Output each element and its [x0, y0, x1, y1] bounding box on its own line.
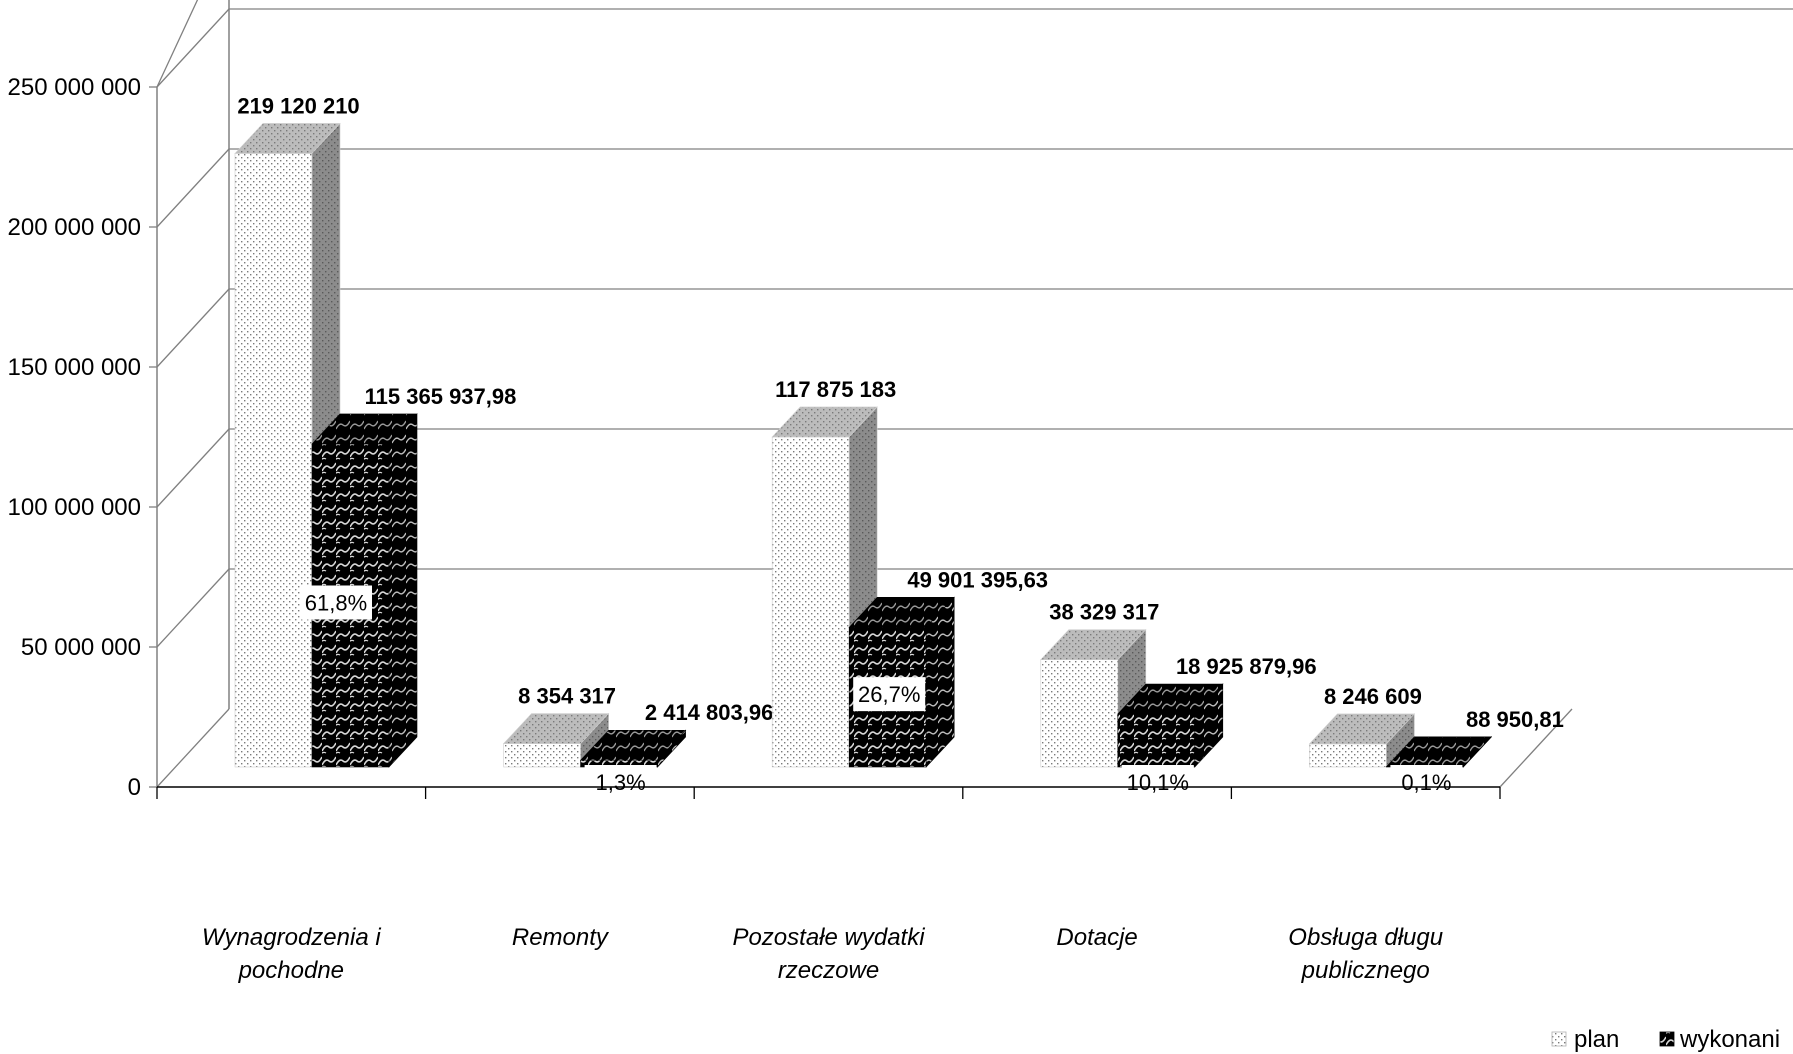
- wall-diagonal: [156, 0, 199, 88]
- y-tick-label: 250 000 000: [8, 74, 141, 101]
- wykonanie-value-label: 115 365 937,98: [365, 384, 517, 409]
- wall-diagonal: [156, 148, 230, 228]
- percent-label: 26,7%: [853, 677, 926, 712]
- plan-bar-front: [503, 743, 581, 768]
- category-label: Pozostałe wydatki: [732, 924, 925, 951]
- percent-label-box: [1121, 765, 1194, 799]
- percent-label-box: [1390, 765, 1463, 799]
- percent-label-box: [853, 677, 926, 712]
- wykonanie-bar: [579, 729, 687, 768]
- percent-label: 1,3%: [584, 765, 657, 799]
- legend-label-wykonanie: wykonani: [1679, 1026, 1780, 1053]
- wykonanie-bar-side: [1463, 735, 1492, 768]
- category-label: publicznego: [1301, 957, 1430, 984]
- plan-bar-front: [1040, 659, 1119, 768]
- plan-value-label: 38 329 317: [1049, 600, 1159, 625]
- chart-walls: [156, 0, 1793, 788]
- category-label: Wynagrodzenia i: [202, 924, 381, 951]
- category-label: Obsługa długu: [1288, 924, 1443, 951]
- wykonanie-bar-front: [1117, 713, 1196, 768]
- wykonanie-bar-side: [388, 413, 418, 768]
- plan-bar-front: [1309, 743, 1387, 768]
- wykonanie-bar-side: [657, 729, 686, 768]
- percent-label-box: [584, 765, 657, 799]
- category-label: pochodne: [238, 957, 344, 984]
- y-tick-label: 200 000 000: [8, 214, 141, 241]
- x-axis: Wynagrodzenia i pochodne Remonty Pozostałe …: [156, 786, 1501, 984]
- plan-bar-front: [771, 436, 850, 768]
- legend: plan wykonani: [1551, 1026, 1780, 1053]
- wall-diagonal: [156, 288, 230, 368]
- wall-diagonal: [156, 568, 230, 648]
- percent-label-text: 0,1%: [1401, 770, 1451, 795]
- wykonanie-value-label: 2 414 803,96: [645, 700, 773, 725]
- wall-diagonal: [156, 8, 230, 88]
- wykonanie-value-label: 88 950,81: [1466, 707, 1564, 732]
- legend-swatch-plan: [1551, 1031, 1567, 1047]
- percent-label-text: 1,3%: [596, 770, 646, 795]
- wykonanie-bar-side: [925, 596, 955, 768]
- percent-label-text: 10,1%: [1127, 770, 1189, 795]
- plan-value-label: 117 875 183: [775, 377, 896, 402]
- y-axis: 0 50 000 000 100 000 000 150 000 000 200 000…: [8, 74, 158, 801]
- percent-label: 61,8%: [300, 585, 372, 620]
- category-label: Dotacje: [1056, 924, 1137, 951]
- floor-diagonal: [1499, 708, 1573, 788]
- plan-value-label: 8 246 609: [1324, 684, 1422, 709]
- y-tick-label: 150 000 000: [8, 354, 141, 381]
- legend-label-plan: plan: [1574, 1026, 1619, 1053]
- legend-item-wykonanie: wykonani: [1659, 1026, 1780, 1053]
- percent-label-box: [300, 585, 372, 620]
- wall-diagonal: [156, 428, 230, 508]
- wykonanie-value-label: 18 925 879,96: [1176, 654, 1317, 679]
- percent-label: 0,1%: [1390, 765, 1463, 799]
- percent-label-text: 26,7%: [858, 682, 920, 707]
- y-tick-label: 0: [128, 774, 141, 801]
- legend-item-plan: plan: [1551, 1026, 1619, 1053]
- wykonanie-bar-side: [1194, 683, 1224, 768]
- percent-label-text: 61,8%: [305, 590, 367, 615]
- plan-bar-front: [234, 153, 313, 768]
- legend-swatch-wykonanie: [1659, 1031, 1675, 1047]
- bars-group: 219 120 210 115 365 937,98 61,8% 8 354 317 2…: [234, 93, 1564, 799]
- y-tick-label: 100 000 000: [8, 494, 141, 521]
- wykonanie-value-label: 49 901 395,63: [907, 567, 1048, 592]
- plan-value-label: 8 354 317: [518, 684, 616, 709]
- y-tick-label: 50 000 000: [21, 634, 141, 661]
- plan-bar: [1308, 713, 1416, 768]
- category-label: Remonty: [512, 924, 610, 951]
- category-label: rzeczowe: [778, 957, 879, 984]
- wall-diagonal: [156, 708, 230, 788]
- plan-value-label: 219 120 210: [237, 93, 359, 118]
- percent-label: 10,1%: [1121, 765, 1194, 799]
- wykonanie-bar: [1117, 683, 1224, 768]
